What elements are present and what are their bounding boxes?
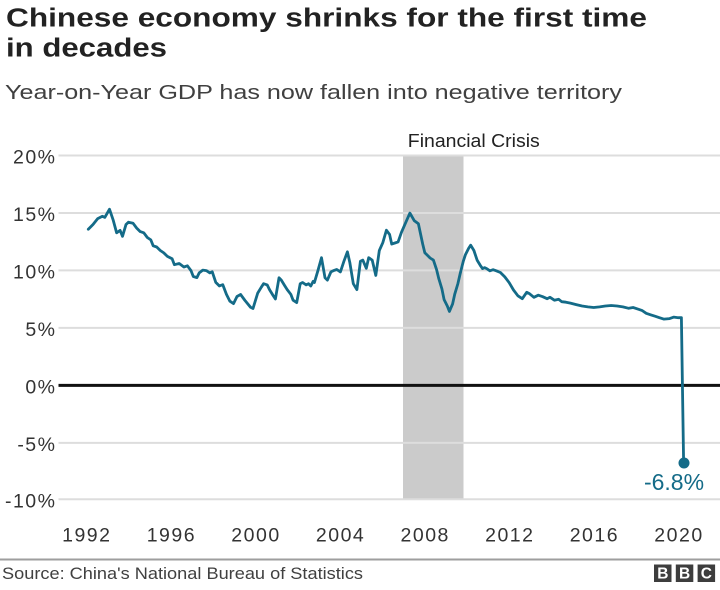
svg-text:2020: 2020: [654, 525, 703, 547]
svg-text:B: B: [679, 565, 690, 582]
svg-text:Source: China's National Burea: Source: China's National Bureau of Stati…: [2, 565, 363, 583]
svg-text:-5%: -5%: [17, 434, 56, 456]
svg-text:15%: 15%: [13, 204, 57, 226]
svg-text:2012: 2012: [485, 525, 534, 547]
svg-text:10%: 10%: [13, 261, 57, 283]
svg-text:1996: 1996: [147, 525, 196, 547]
svg-text:1992: 1992: [62, 525, 111, 547]
svg-text:B: B: [657, 565, 668, 582]
svg-text:2008: 2008: [401, 525, 450, 547]
svg-text:Chinese economy shrinks for th: Chinese economy shrinks for the first ti…: [6, 5, 647, 33]
svg-text:5%: 5%: [25, 319, 56, 341]
svg-text:-10%: -10%: [5, 490, 57, 512]
svg-text:Financial Crisis: Financial Crisis: [408, 130, 540, 151]
svg-text:2000: 2000: [231, 525, 280, 547]
svg-text:Year-on-Year GDP has now falle: Year-on-Year GDP has now fallen into neg…: [5, 82, 622, 104]
svg-text:20%: 20%: [13, 147, 57, 169]
svg-text:in decades: in decades: [6, 35, 167, 63]
svg-text:2016: 2016: [570, 525, 619, 547]
svg-text:-6.8%: -6.8%: [644, 469, 704, 495]
svg-text:C: C: [701, 565, 712, 582]
svg-text:0%: 0%: [25, 376, 56, 398]
svg-text:2004: 2004: [316, 525, 365, 547]
